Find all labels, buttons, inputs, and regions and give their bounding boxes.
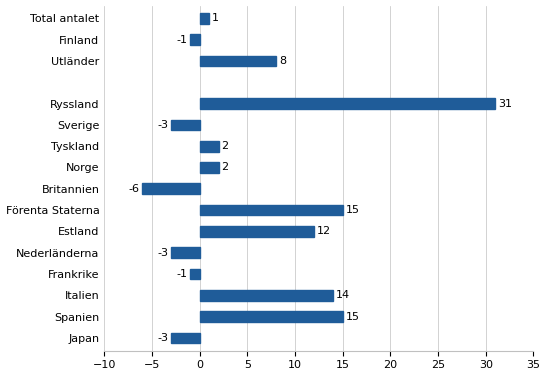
- Text: -1: -1: [176, 269, 187, 279]
- Text: 12: 12: [317, 226, 331, 237]
- Bar: [200, 56, 276, 66]
- Text: -6: -6: [128, 184, 140, 194]
- Bar: [200, 141, 219, 152]
- Bar: [200, 311, 343, 322]
- Bar: [190, 269, 200, 279]
- Bar: [143, 183, 200, 194]
- Bar: [200, 162, 219, 173]
- Bar: [190, 34, 200, 45]
- Bar: [171, 120, 200, 130]
- Text: 1: 1: [212, 13, 219, 23]
- Bar: [200, 205, 343, 215]
- Text: 8: 8: [279, 56, 286, 66]
- Text: 15: 15: [346, 205, 360, 215]
- Text: -3: -3: [157, 248, 168, 258]
- Bar: [171, 247, 200, 258]
- Text: 14: 14: [336, 290, 350, 300]
- Bar: [200, 98, 495, 109]
- Text: -3: -3: [157, 120, 168, 130]
- Bar: [171, 333, 200, 343]
- Bar: [200, 13, 209, 24]
- Bar: [200, 226, 314, 237]
- Text: 31: 31: [498, 99, 512, 109]
- Text: 2: 2: [222, 162, 229, 173]
- Bar: [200, 290, 333, 301]
- Text: 2: 2: [222, 141, 229, 151]
- Text: -3: -3: [157, 333, 168, 343]
- Text: -1: -1: [176, 35, 187, 45]
- Text: 15: 15: [346, 312, 360, 321]
